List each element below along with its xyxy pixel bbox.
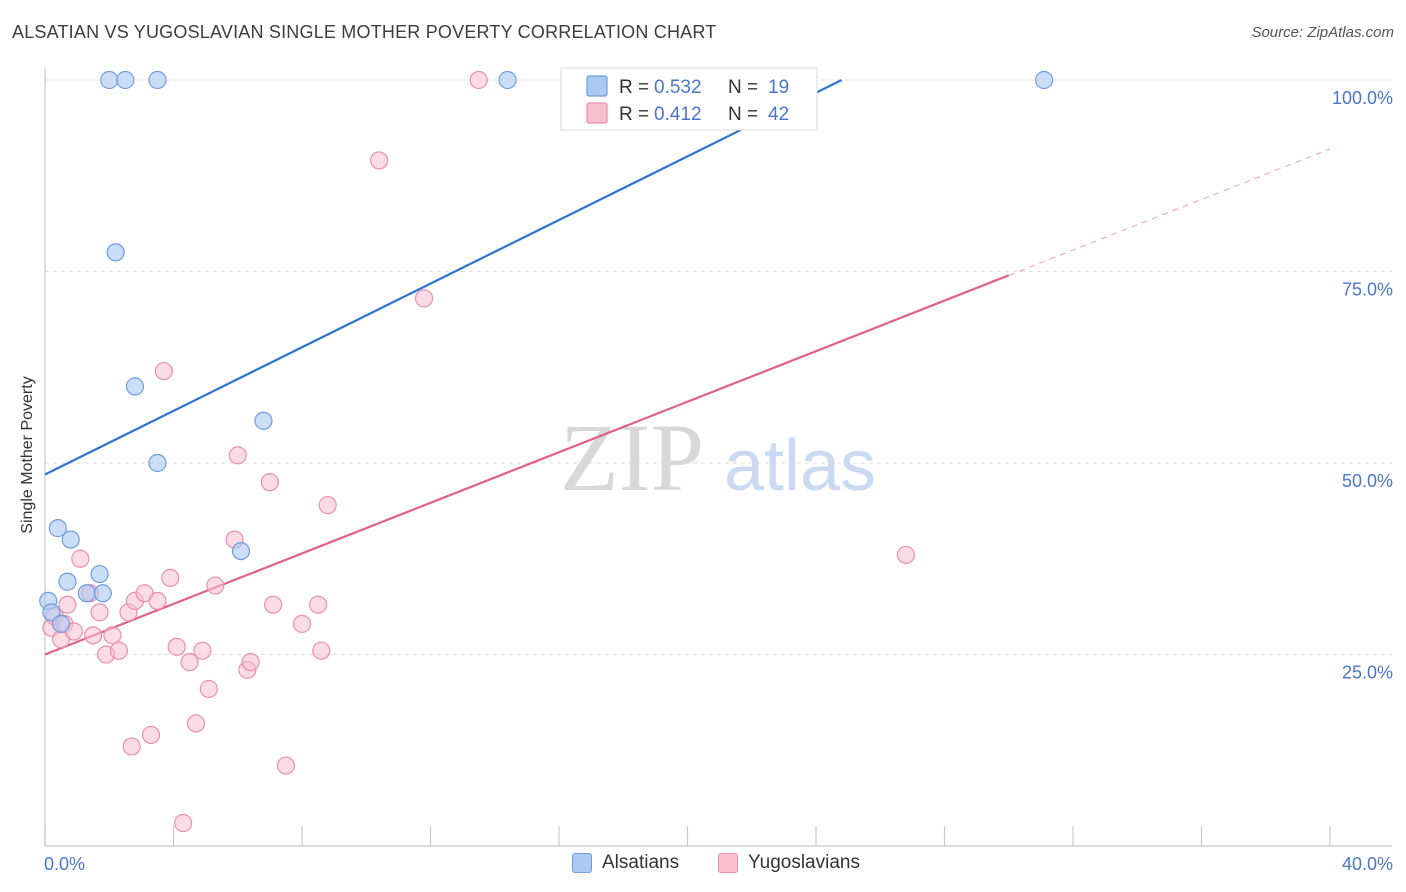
point-alsatians [51,614,71,633]
point-yugoslavians [71,549,90,568]
trend-extension-yugoslavians [1008,148,1331,276]
bottom-legend: Alsatians Yugoslavians [0,852,1406,876]
trend-lines [44,79,1331,656]
point-alsatians [148,70,167,90]
point-alsatians [48,519,67,538]
point-yugoslavians [276,756,296,775]
stats-n-label: N = [728,104,758,125]
point-alsatians [90,564,109,584]
point-alsatians [231,541,251,561]
point-yugoslavians [414,289,434,308]
stats-r-label: R = [619,104,649,125]
point-alsatians [498,70,517,90]
point-yugoslavians [193,641,212,660]
x-tick-label-min: 0.0% [44,854,85,874]
point-yugoslavians [228,446,247,465]
stats-r-value: 0.412 [654,104,702,125]
point-yugoslavians [167,637,186,656]
point-alsatians [116,70,135,90]
stats-r-value: 0.532 [654,77,702,98]
point-yugoslavians [141,725,161,745]
watermark-atlas: atlas [724,426,876,506]
stats-n-value: 42 [768,104,789,125]
point-alsatians [148,453,167,473]
legend-label-yugoslavians: Yugoslavians [748,852,860,873]
stats-r-label: R = [619,77,649,98]
point-yugoslavians [199,679,218,699]
point-yugoslavians [312,641,331,660]
legend-item-yugoslavians[interactable]: Yugoslavians [718,852,860,874]
point-yugoslavians [370,151,389,170]
y-tick-label: 75.0% [1342,280,1393,300]
point-yugoslavians [241,653,260,672]
point-yugoslavians [109,641,128,660]
point-alsatians [1034,70,1054,90]
point-yugoslavians [292,614,312,633]
legend-label-alsatians: Alsatians [602,852,680,873]
point-alsatians [254,411,273,430]
grid-lines [45,79,1392,655]
point-yugoslavians [186,714,206,733]
stats-n-label: N = [728,77,758,98]
y-tick-label: 100.0% [1332,88,1393,108]
point-yugoslavians [84,626,103,645]
trend-line-alsatians [44,79,843,476]
legend-swatch-alsatians [572,853,592,873]
point-yugoslavians [58,595,77,614]
point-alsatians [106,243,125,262]
point-alsatians [125,377,145,396]
point-yugoslavians [469,70,488,90]
legend-swatch-yugoslavians [718,853,738,873]
point-alsatians [93,584,112,603]
y-tick-label: 50.0% [1342,471,1393,491]
point-alsatians [61,530,80,549]
point-alsatians [77,584,96,603]
point-yugoslavians [122,737,141,756]
trend-line-yugoslavians [44,274,1010,656]
legend-item-alsatians[interactable]: Alsatians [572,852,679,874]
point-yugoslavians [90,603,109,622]
point-yugoslavians [161,568,180,588]
source-label: Source: ZipAtlas.com [1251,24,1394,41]
chart-title: ALSATIAN VS YUGOSLAVIAN SINGLE MOTHER PO… [12,22,717,42]
watermark-zip: ZIP [560,404,704,511]
point-alsatians [58,572,77,591]
point-yugoslavians [263,595,283,614]
point-yugoslavians [174,813,193,833]
watermark: ZIP atlas [560,404,876,511]
stats-legend: R = 0.532 N = 19 R = 0.412 N = 42 [560,67,818,131]
point-yugoslavians [103,626,122,645]
point-yugoslavians [318,496,337,515]
point-yugoslavians [148,591,167,610]
point-yugoslavians [308,595,328,614]
point-alsatians [100,70,119,90]
point-yugoslavians [206,576,225,595]
axes [44,68,1392,847]
point-yugoslavians [154,361,173,381]
data-points [39,70,1054,833]
stats-swatch-0 [586,75,608,97]
point-yugoslavians [896,545,916,565]
stats-n-value: 19 [768,77,789,98]
x-tick-label-max: 40.0% [1342,854,1393,874]
point-yugoslavians [260,473,279,492]
point-yugoslavians [180,653,199,672]
tick-labels: 25.0% 50.0% 75.0% 100.0% 0.0% 40.0% [44,88,1393,874]
stats-swatch-1 [586,102,608,124]
y-tick-label: 25.0% [1342,663,1393,683]
